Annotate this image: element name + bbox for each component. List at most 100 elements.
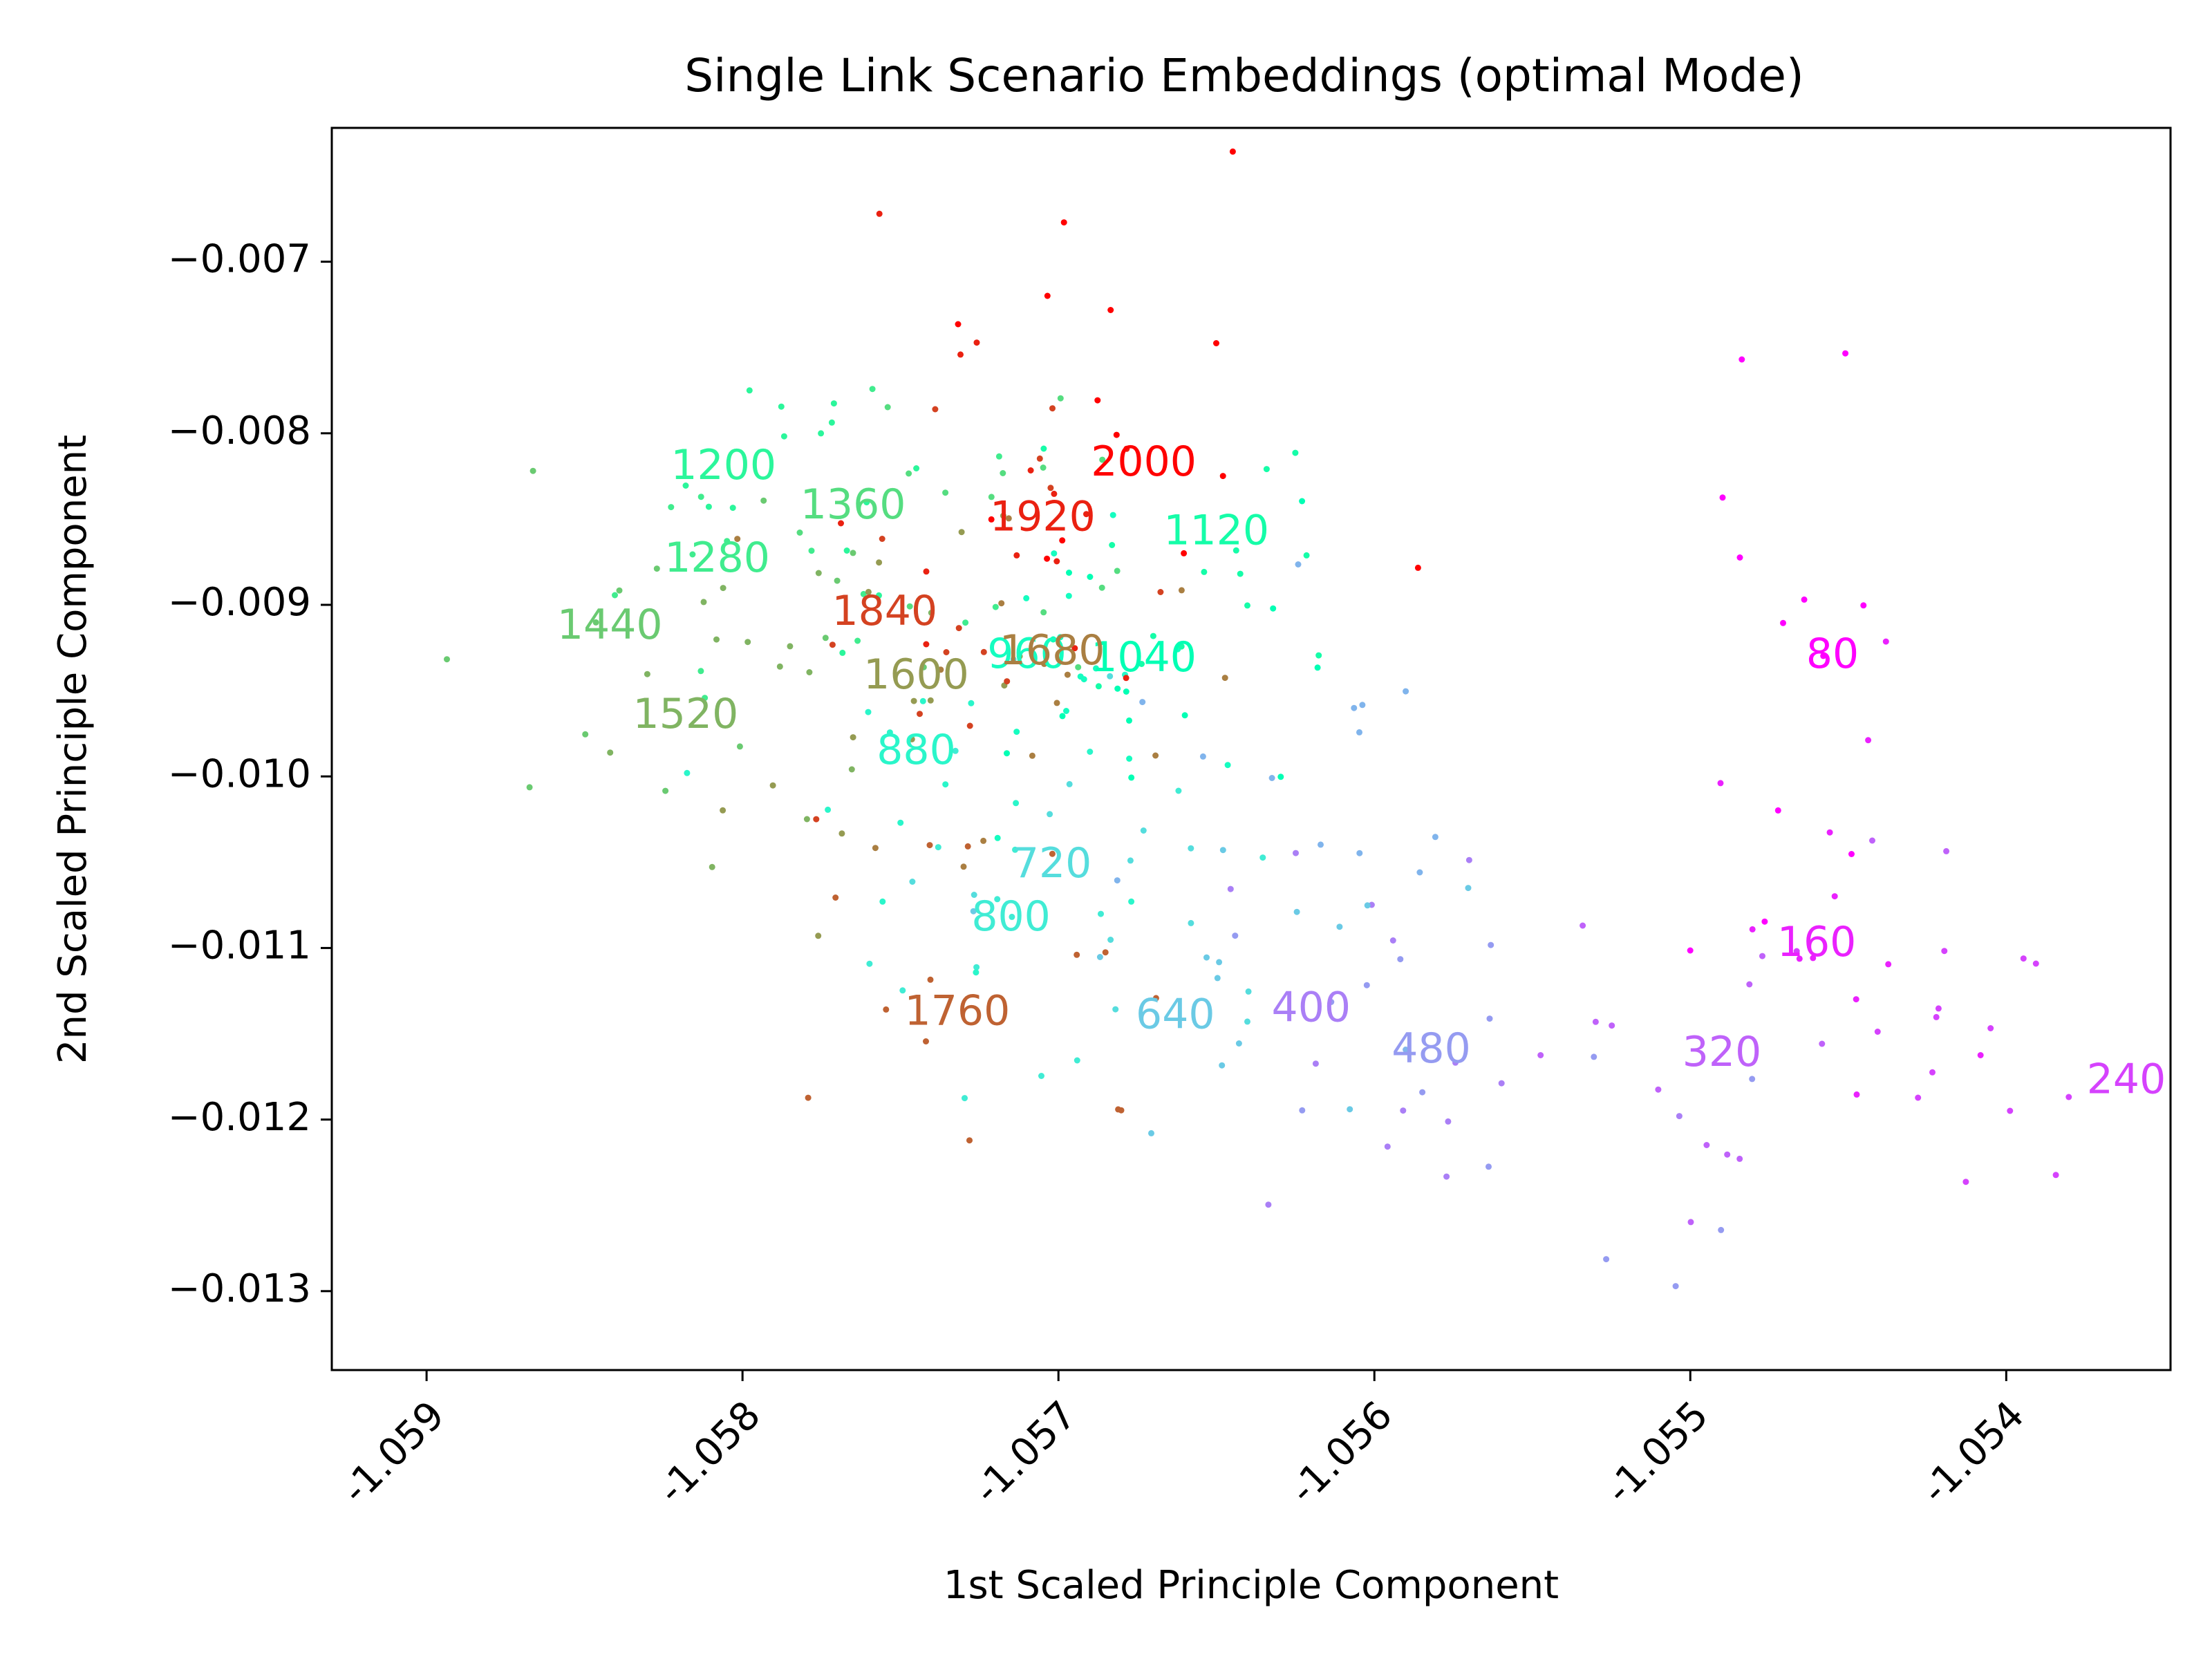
scatter-point-240 [2007,1107,2014,1114]
scatter-point-1840 [980,648,987,655]
y-tick-label: −0.007 [168,237,311,282]
scatter-point-480 [1419,1089,1426,1096]
cluster-label-1520: 1520 [633,690,739,738]
scatter-point-1840 [813,816,820,823]
scatter-point-1920 [1123,675,1130,682]
scatter-point-720 [909,879,916,885]
scatter-point-1040 [1299,498,1306,505]
scatter-point-560 [1351,704,1358,711]
scatter-point-1760 [1102,949,1109,956]
scatter-point-1280 [724,538,731,545]
scatter-point-2000 [1059,537,1066,544]
cluster-label-1200: 1200 [671,441,776,489]
scatter-point-960 [1224,762,1231,769]
scatter-point-1120 [1263,466,1270,473]
scatter-point-560 [1432,834,1438,841]
scatter-point-720 [1047,811,1053,818]
scatter-point-480 [1486,1015,1493,1022]
scatter-point-240 [2020,955,2027,962]
scatter-point-2000 [1113,431,1120,438]
scatter-point-1040 [1181,712,1188,719]
scatter-point-640 [1465,885,1472,892]
scatter-point-640 [1219,1062,1226,1069]
scatter-point-880 [919,697,926,704]
scatter-point-160 [1977,1052,1984,1058]
scatter-point-240 [1933,1013,1940,1020]
scatter-point-1920 [1051,490,1058,497]
scatter-point-400 [1465,856,1472,863]
scatter-point-400 [1676,1113,1683,1120]
scatter-point-800 [1175,787,1182,794]
scatter-point-880 [886,729,893,736]
scatter-point-1920 [838,520,844,527]
scatter-point-1840 [917,711,923,718]
scatter-point-1360 [1057,395,1064,402]
scatter-point-560 [1356,850,1363,856]
scatter-point-1520 [848,766,855,773]
scatter-point-1120 [1040,445,1047,452]
scatter-point-1920 [1083,511,1089,518]
scatter-point-480 [1488,941,1494,948]
scatter-point-80 [1780,619,1786,626]
scatter-point-800 [866,960,873,967]
scatter-point-1360 [942,489,949,496]
scatter-point-640 [1336,924,1343,930]
scatter-point-160 [1885,961,1892,968]
cluster-label-640: 640 [1136,990,1215,1038]
scatter-point-1440 [822,635,829,641]
scatter-point-1600 [815,932,822,939]
scatter-point-480 [1591,1053,1597,1060]
scatter-point-1920 [923,641,930,648]
y-tick-label: −0.011 [168,924,311,968]
scatter-point-160 [1853,1091,1860,1098]
scatter-point-480 [1485,1163,1492,1170]
scatter-point-1280 [697,494,704,500]
cluster-label-880: 880 [877,726,956,774]
scatter-point-1280 [697,668,704,675]
scatter-point-800 [899,987,906,994]
scatter-point-1760 [883,1006,890,1013]
scatter-point-800 [1012,846,1018,853]
scatter-point-1920 [1027,467,1034,474]
scatter-point-1920 [1053,558,1060,565]
scatter-point-1840 [1157,589,1164,595]
scatter-point-1600 [838,830,845,837]
scatter-point-160 [1749,926,1756,932]
scatter-point-1440 [444,656,450,663]
scatter-point-1520 [776,663,783,670]
scatter-point-1200 [682,482,689,489]
scatter-point-1680 [960,863,967,870]
scatter-point-1120 [1138,661,1145,667]
scatter-point-1680 [1005,515,1012,522]
scatter-point-800 [1074,1057,1080,1064]
scatter-point-80 [1736,554,1743,561]
scatter-point-320 [1746,981,1753,988]
scatter-point-480 [1232,932,1239,939]
scatter-point-880 [879,898,886,905]
scatter-point-640 [1364,902,1371,909]
scatter-point-2000 [1060,219,1067,226]
scatter-point-1040 [1270,605,1277,612]
scatter-point-880 [942,781,949,788]
scatter-point-1760 [926,842,933,849]
scatter-point-1920 [957,351,964,358]
scatter-point-320 [1580,922,1586,929]
scatter-point-400 [1384,1143,1391,1150]
scatter-point-320 [1943,847,1950,854]
scatter-point-400 [1452,1059,1459,1066]
scatter-point-1760 [927,976,934,983]
scatter-point-2000 [988,516,995,523]
scatter-point-400 [1227,885,1234,892]
scatter-point-1520 [928,610,935,616]
scatter-point-1760 [1049,850,1056,857]
cluster-label-800: 800 [971,892,1051,941]
scatter-point-640 [970,908,977,915]
scatter-point-1440 [760,497,767,504]
scatter-point-2000 [1229,148,1236,155]
scatter-point-960 [1093,665,1099,672]
scatter-point-640 [1347,1106,1353,1113]
scatter-point-1360 [988,494,995,500]
scatter-point-160 [1831,893,1838,900]
scatter-point-1520 [713,636,720,643]
